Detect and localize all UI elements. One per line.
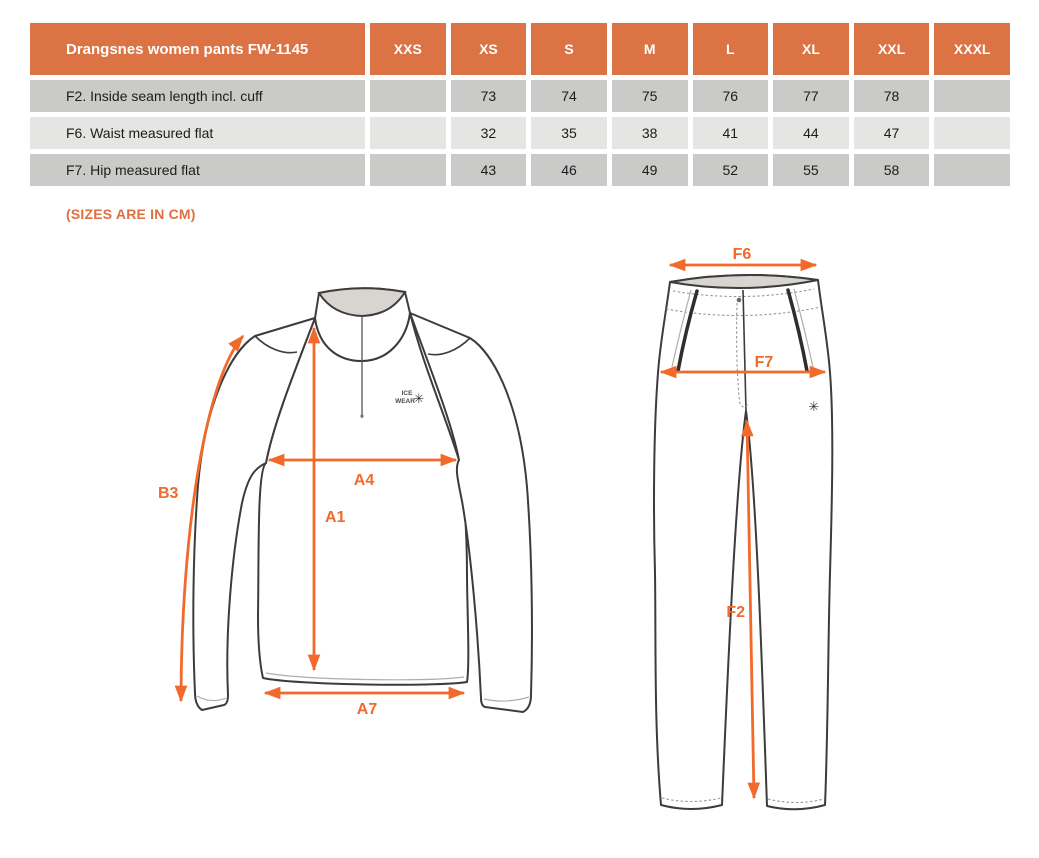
- f2-arrow: [740, 419, 761, 800]
- size-header-xxl: XXL: [853, 23, 930, 75]
- pants-outline: [653, 273, 834, 811]
- b3-label: B3: [158, 485, 179, 502]
- size-header-xxxl: XXXL: [934, 23, 1010, 75]
- value-cell: [370, 80, 446, 112]
- collar-inner: [317, 287, 407, 318]
- value-cell: 76: [692, 80, 769, 112]
- value-cell: 75: [611, 80, 688, 112]
- value-cell: 49: [611, 154, 688, 186]
- value-cell: [934, 117, 1010, 149]
- value-cell: 46: [531, 154, 607, 186]
- value-cell: 74: [531, 80, 607, 112]
- value-cell: [370, 154, 446, 186]
- table-title: Drangsnes women pants FW-1145: [30, 23, 365, 75]
- pants-arrows: F6 F7 F2: [659, 246, 827, 800]
- row-label-f6: F6. Waist measured flat: [30, 117, 365, 149]
- value-cell: 52: [692, 154, 769, 186]
- value-cell: 73: [450, 80, 527, 112]
- size-header-m: M: [611, 23, 688, 75]
- value-cell: 43: [450, 154, 527, 186]
- size-header-l: L: [692, 23, 769, 75]
- sweater-arrows: B3 A4 A1 A7: [158, 326, 466, 718]
- value-cell: 35: [531, 117, 607, 149]
- value-cell: 47: [853, 117, 930, 149]
- snowflake-icon: ✳: [809, 400, 820, 415]
- size-table: Drangsnes women pants FW-1145 XXS XS S M…: [30, 23, 1010, 186]
- size-header-xs: XS: [450, 23, 527, 75]
- waistband-inner: [669, 273, 819, 290]
- svg-text:WEAR: WEAR: [395, 398, 415, 405]
- value-cell: 78: [853, 80, 930, 112]
- value-cell: [934, 80, 1010, 112]
- row-label-f2: F2. Inside seam length incl. cuff: [30, 80, 365, 112]
- pants-diagram: ✳ F6 F7 F2: [653, 246, 834, 811]
- ice-wear-logo-icon: ICE WEAR ✳: [395, 390, 424, 407]
- f6-label: F6: [733, 246, 752, 263]
- a4-label: A4: [354, 472, 375, 489]
- value-cell: 44: [773, 117, 849, 149]
- size-header-xl: XL: [773, 23, 849, 75]
- left-pocket: [676, 289, 699, 373]
- f7-label: F7: [755, 354, 774, 371]
- sweater-outline: [192, 287, 533, 713]
- value-cell: 55: [773, 154, 849, 186]
- value-cell: 41: [692, 117, 769, 149]
- value-cell: 38: [611, 117, 688, 149]
- waist-button: [736, 297, 742, 303]
- size-header-xxs: XXS: [370, 23, 446, 75]
- svg-text:✳: ✳: [414, 392, 425, 407]
- right-pocket: [786, 288, 809, 373]
- sweater-diagram: ICE WEAR ✳ B3 A4 A1 A7: [158, 287, 533, 718]
- svg-text:ICE: ICE: [402, 390, 414, 397]
- value-cell: 58: [853, 154, 930, 186]
- sizes-note: (SIZES ARE IN CM): [66, 206, 196, 222]
- a7-label: A7: [357, 701, 378, 718]
- row-label-f7: F7. Hip measured flat: [30, 154, 365, 186]
- size-header-s: S: [531, 23, 607, 75]
- a1-label: A1: [325, 509, 346, 526]
- value-cell: 32: [450, 117, 527, 149]
- f2-label: F2: [726, 604, 745, 621]
- value-cell: [934, 154, 1010, 186]
- value-cell: [370, 117, 446, 149]
- b3-arrow: [174, 334, 245, 703]
- value-cell: 77: [773, 80, 849, 112]
